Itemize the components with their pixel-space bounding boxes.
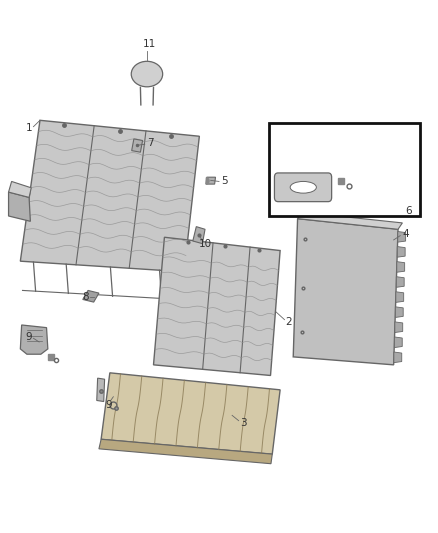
Polygon shape [398,231,406,242]
Polygon shape [396,307,403,318]
Text: 4: 4 [403,229,409,239]
Polygon shape [9,181,31,197]
Text: 5: 5 [221,176,228,187]
Ellipse shape [290,181,316,193]
Bar [269,123,420,216]
Polygon shape [395,322,403,333]
FancyBboxPatch shape [275,173,332,201]
Text: 11: 11 [142,38,156,49]
Text: 3: 3 [240,418,246,429]
Text: 9: 9 [106,400,112,410]
Polygon shape [99,439,272,464]
Polygon shape [20,325,48,354]
Text: 8: 8 [82,292,89,302]
Text: 6: 6 [406,206,412,216]
Polygon shape [396,277,404,287]
Polygon shape [97,378,105,401]
Polygon shape [193,227,205,244]
Text: 7: 7 [147,138,154,148]
Polygon shape [397,247,405,257]
Polygon shape [153,237,280,375]
Polygon shape [297,212,403,229]
Text: 2: 2 [286,317,292,327]
Polygon shape [396,292,404,302]
Polygon shape [101,373,280,454]
Polygon shape [132,139,143,152]
Text: 1: 1 [26,123,32,133]
Polygon shape [394,337,402,348]
Polygon shape [206,177,215,184]
Polygon shape [293,219,398,365]
Polygon shape [9,192,30,221]
Polygon shape [83,290,99,302]
Polygon shape [397,262,405,272]
Polygon shape [20,120,199,272]
Text: 10: 10 [198,239,212,249]
Text: 9: 9 [26,332,32,342]
Polygon shape [394,352,402,362]
Wedge shape [206,177,209,184]
Ellipse shape [131,61,162,87]
